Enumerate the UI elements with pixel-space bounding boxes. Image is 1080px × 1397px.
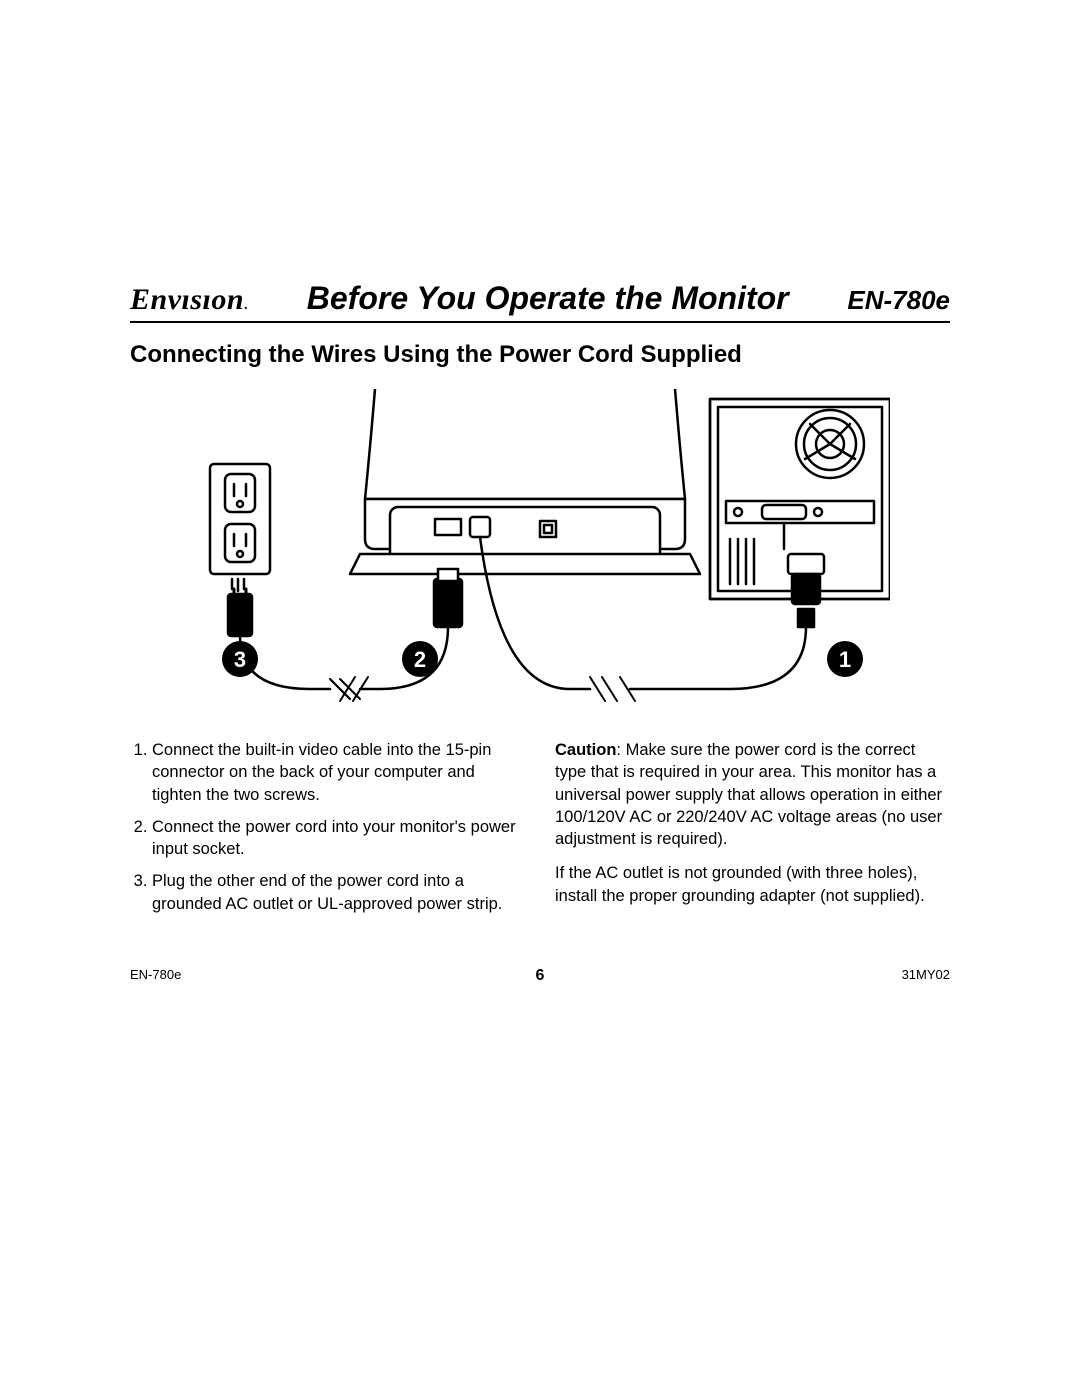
step-item: Plug the other end of the power cord int…: [152, 870, 525, 915]
callout-2: 2: [414, 647, 426, 672]
page-number: 6: [536, 967, 545, 985]
callout-3: 3: [234, 647, 246, 672]
step-item: Connect the power cord into your monitor…: [152, 816, 525, 861]
model-number: EN-780e: [847, 285, 950, 316]
section-title: Connecting the Wires Using the Power Cor…: [130, 341, 950, 369]
left-column: Connect the built-in video cable into th…: [130, 739, 525, 925]
document-title: Before You Operate the Monitor: [248, 280, 847, 317]
step-item: Connect the built-in video cable into th…: [152, 739, 525, 806]
callout-1: 1: [839, 647, 851, 672]
brand-logo: Envısıon.: [130, 283, 248, 317]
body-columns: Connect the built-in video cable into th…: [130, 739, 950, 925]
right-column: Caution: Make sure the power cord is the…: [555, 739, 950, 925]
page-footer: EN-780e 6 31MY02: [130, 967, 950, 982]
manual-page: Envısıon. Before You Operate the Monitor…: [0, 0, 1080, 1397]
caution-paragraph: Caution: Make sure the power cord is the…: [555, 739, 950, 850]
brand-text-1: Env: [130, 283, 182, 316]
diagram-svg: 3 2 1: [190, 389, 890, 709]
connection-diagram: 3 2 1: [190, 389, 890, 709]
footer-left: EN-780e: [130, 967, 181, 982]
caution-label: Caution: [555, 741, 616, 759]
grounding-note: If the AC outlet is not grounded (with t…: [555, 862, 950, 907]
header-row: Envısıon. Before You Operate the Monitor…: [130, 280, 950, 323]
footer-right: 31MY02: [902, 967, 950, 982]
brand-text-2: sıon: [190, 283, 244, 316]
steps-list: Connect the built-in video cable into th…: [130, 739, 525, 915]
